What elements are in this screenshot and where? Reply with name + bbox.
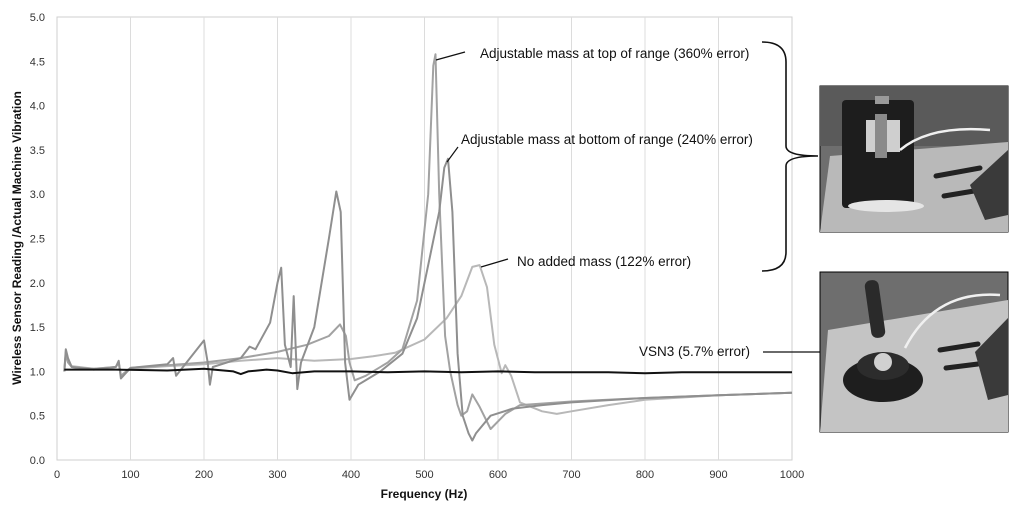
y-axis-ticks: 0.0 0.5 1.0 1.5 2.0 2.5 3.0 3.5 4.0 4.5 5.0 <box>30 12 45 467</box>
x-tick-label: 500 <box>415 469 433 481</box>
y-tick-label: 5.0 <box>30 12 45 24</box>
annotation-vsn3: VSN3 (5.7% error) <box>639 344 750 359</box>
annotation-bottom-range: Adjustable mass at bottom of range (240%… <box>461 132 753 147</box>
x-axis-title: Frequency (Hz) <box>381 487 468 501</box>
y-tick-label: 3.0 <box>30 189 45 201</box>
x-tick-label: 400 <box>342 469 360 481</box>
series-line-3 <box>63 157 793 442</box>
series-line-4 <box>64 367 792 376</box>
x-tick-label: 0 <box>54 469 60 481</box>
x-tick-label: 100 <box>121 469 139 481</box>
series-lines <box>63 53 793 442</box>
annotation-top-range: Adjustable mass at top of range (360% er… <box>480 46 749 61</box>
annotation-no-mass: No added mass (122% error) <box>517 254 691 269</box>
x-axis-ticks: 0 100 200 300 400 500 600 700 800 900 1000 <box>54 469 804 481</box>
x-tick-label: 700 <box>562 469 580 481</box>
y-axis-title: Wireless Sensor Reading /Actual Machine … <box>10 91 24 385</box>
grouping-brace <box>761 41 819 272</box>
y-tick-label: 2.5 <box>30 234 45 246</box>
y-tick-label: 4.5 <box>30 56 45 68</box>
annotation-leader-top <box>435 51 466 61</box>
adjustable-mass-sensor-photo <box>819 85 1009 233</box>
vertical-grid-lines <box>130 17 719 460</box>
x-tick-label: 200 <box>195 469 213 481</box>
y-tick-label: 4.0 <box>30 101 45 113</box>
annotation-leader-no-mass <box>480 258 509 268</box>
y-tick-label: 0.0 <box>30 455 45 467</box>
x-tick-label: 800 <box>636 469 654 481</box>
y-tick-label: 1.5 <box>30 322 45 334</box>
vsn3-sensor-photo <box>819 271 1009 433</box>
y-tick-label: 3.5 <box>30 145 45 157</box>
y-tick-label: 1.0 <box>30 366 45 378</box>
x-tick-label: 300 <box>268 469 286 481</box>
y-tick-label: 2.0 <box>30 278 45 290</box>
x-tick-label: 900 <box>709 469 727 481</box>
x-tick-label: 1000 <box>780 469 804 481</box>
annotation-leader-bottom <box>446 146 459 163</box>
y-tick-label: 0.5 <box>30 411 45 423</box>
x-tick-label: 600 <box>489 469 507 481</box>
